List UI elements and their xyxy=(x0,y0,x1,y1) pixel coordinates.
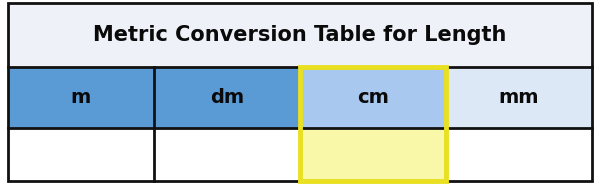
Bar xyxy=(446,128,592,181)
Text: dm: dm xyxy=(210,88,244,107)
Bar xyxy=(154,67,300,128)
Text: mm: mm xyxy=(499,88,539,107)
Bar xyxy=(8,67,154,128)
Bar xyxy=(300,128,446,181)
Bar xyxy=(154,128,300,181)
Text: m: m xyxy=(71,88,91,107)
Bar xyxy=(300,67,446,128)
Bar xyxy=(8,3,592,67)
Bar xyxy=(8,128,154,181)
Text: cm: cm xyxy=(357,88,389,107)
Bar xyxy=(446,67,592,128)
Bar xyxy=(300,67,446,181)
Text: Metric Conversion Table for Length: Metric Conversion Table for Length xyxy=(94,25,506,45)
